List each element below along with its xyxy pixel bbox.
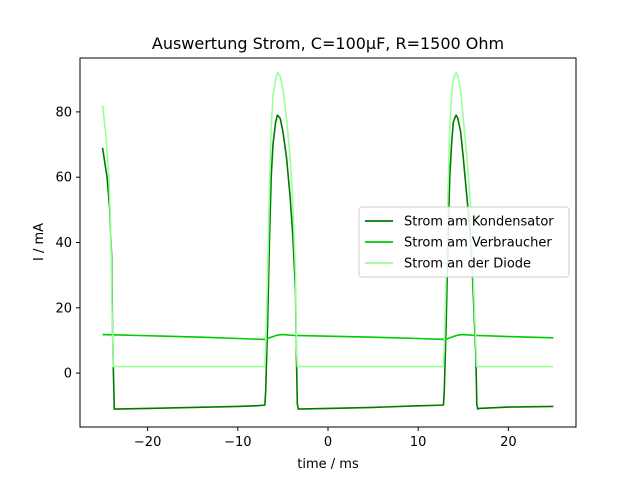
legend-label: Strom an der Diode [404, 257, 531, 272]
x-tick-label: 20 [500, 435, 517, 450]
chart-title: Auswertung Strom, C=100µF, R=1500 Ohm [152, 34, 504, 53]
legend-box [358, 206, 570, 278]
x-tick-label: −20 [134, 435, 161, 450]
y-tick-label: 60 [55, 171, 72, 186]
x-tick-label: −10 [224, 435, 251, 450]
series-line-3 [101, 71, 554, 368]
y-tick-label: 40 [55, 236, 72, 251]
legend-label: Strom am Verbraucher [404, 236, 552, 251]
x-tick-label: 10 [410, 435, 427, 450]
x-axis-label: time / ms [297, 457, 359, 472]
y-axis-label: I / mA [32, 223, 47, 261]
series-line-2 [102, 333, 554, 341]
y-tick-label: 20 [55, 301, 72, 316]
y-tick-label: 80 [55, 105, 72, 120]
legend: Strom am Kondensator Strom am Verbraucher… [358, 206, 570, 278]
y-tick-label: 0 [64, 367, 72, 382]
legend-label: Strom am Kondensator [404, 215, 554, 230]
x-tick-label: 0 [324, 435, 332, 450]
